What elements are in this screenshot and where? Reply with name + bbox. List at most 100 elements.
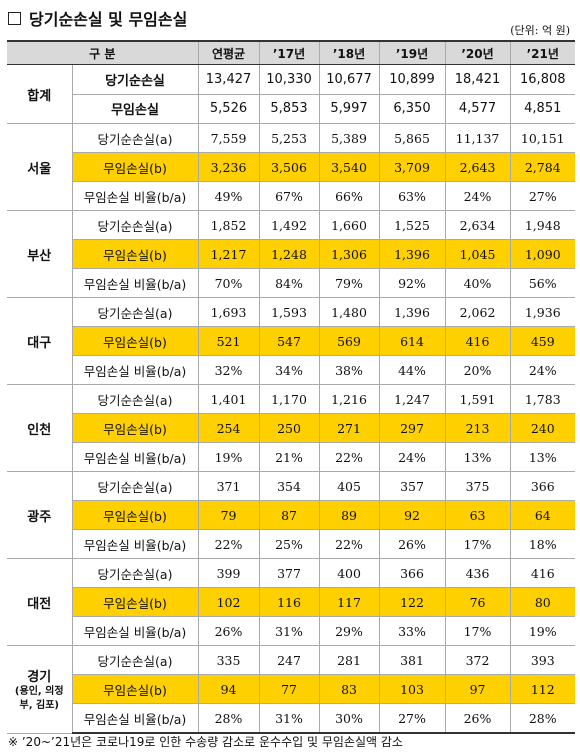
value-cell: 5,865 (378, 123, 446, 153)
value-cell: 17% (444, 529, 511, 559)
value-cell: 84% (258, 268, 320, 298)
row-label: 무임손실 (71, 93, 199, 124)
value-cell: 33% (378, 616, 446, 646)
value-cell: 6,350 (378, 93, 446, 124)
table-row: 무임손실 5,526 5,853 5,997 6,350 4,577 4,851 (7, 93, 576, 124)
value-cell: 1,248 (258, 239, 320, 269)
value-cell: 11,137 (444, 123, 511, 153)
value-cell: 2,634 (444, 210, 511, 240)
value-cell: 521 (197, 326, 260, 356)
value-cell: 459 (509, 326, 576, 356)
value-cell: 13% (509, 442, 576, 472)
value-cell: 1,525 (378, 210, 446, 240)
header-row: 구 분 연평균 ’17년 ’18년 ’19년 ’20년 ’21년 (7, 40, 576, 65)
column-header: ’18년 (318, 40, 380, 65)
value-cell: 271 (318, 413, 380, 443)
value-cell: 1,217 (197, 239, 260, 269)
row-label: 당기순손실(a) (71, 123, 199, 153)
value-cell: 24% (509, 355, 576, 385)
value-cell: 1,593 (258, 297, 320, 327)
table-row: 무임손실(b) 94 77 83 103 97 112 (7, 674, 576, 704)
value-cell: 63 (444, 500, 511, 530)
table-row: 무임손실(b) 254 250 271 297 213 240 (7, 413, 576, 443)
value-cell: 19% (197, 442, 260, 472)
column-header: ’21년 (509, 40, 576, 65)
value-cell: 17% (444, 616, 511, 646)
value-cell: 400 (318, 558, 380, 588)
table-row: 서울 당기순손실(a) 7,559 5,253 5,389 5,865 11,137 10,1… (7, 123, 576, 211)
table-row: 무임손실 비율(b/a) 22% 25% 22% 26% 17% 18% (7, 529, 576, 559)
row-label: 무임손실 비율(b/a) (71, 703, 199, 734)
value-cell: 1,660 (318, 210, 380, 240)
value-cell: 250 (258, 413, 320, 443)
value-cell: 1,492 (258, 210, 320, 240)
value-cell: 1,693 (197, 297, 260, 327)
value-cell: 103 (378, 674, 446, 704)
value-cell: 5,853 (258, 93, 320, 124)
table-row: 대전 당기순손실(a) 399 377 400 366 436 416 (7, 558, 576, 646)
group-cell: 광주 (7, 471, 73, 559)
value-cell: 97 (444, 674, 511, 704)
value-cell: 5,389 (318, 123, 380, 153)
value-cell: 80 (509, 587, 576, 617)
value-cell: 66% (318, 181, 380, 211)
table-row: 무임손실 비율(b/a) 28% 31% 30% 27% 26% 28% (7, 703, 576, 734)
value-cell: 381 (378, 645, 446, 675)
value-cell: 19% (509, 616, 576, 646)
value-cell: 3,540 (318, 152, 380, 182)
value-cell: 77 (258, 674, 320, 704)
group-name: 서울 (27, 161, 52, 177)
footnote: ※ ’20~’21년은 코로나19로 인한 수송량 감소로 운수수입 및 무임손… (8, 735, 403, 749)
value-cell: 3,236 (197, 152, 260, 182)
group-name: 대전 (27, 596, 52, 612)
value-cell: 49% (197, 181, 260, 211)
value-cell: 1,783 (509, 384, 576, 414)
column-header: 연평균 (197, 40, 260, 65)
value-cell: 26% (197, 616, 260, 646)
column-header: ’19년 (378, 40, 446, 65)
value-cell: 377 (258, 558, 320, 588)
value-cell: 569 (318, 326, 380, 356)
title: 당기순손실 및 무임손실 (29, 10, 188, 29)
value-cell: 83 (318, 674, 380, 704)
value-cell: 92% (378, 268, 446, 298)
value-cell: 18,421 (444, 64, 511, 95)
value-cell: 16,808 (509, 64, 576, 95)
value-cell: 335 (197, 645, 260, 675)
row-label: 무임손실(b) (71, 152, 199, 182)
value-cell: 117 (318, 587, 380, 617)
value-cell: 4,851 (509, 93, 576, 124)
table-row: 무임손실(b) 102 116 117 122 76 80 (7, 587, 576, 617)
value-cell: 94 (197, 674, 260, 704)
row-label: 무임손실(b) (71, 500, 199, 530)
row-label: 당기순손실(a) (71, 297, 199, 327)
value-cell: 393 (509, 645, 576, 675)
group-name: 광주 (27, 509, 52, 525)
value-cell: 31% (258, 616, 320, 646)
value-cell: 1,591 (444, 384, 511, 414)
row-label: 무임손실(b) (71, 674, 199, 704)
value-cell: 2,643 (444, 152, 511, 182)
value-cell: 87 (258, 500, 320, 530)
group-note: (용인, 의정부, 김포) (14, 685, 64, 711)
value-cell: 116 (258, 587, 320, 617)
row-label: 무임손실 비율(b/a) (71, 442, 199, 472)
value-cell: 3,709 (378, 152, 446, 182)
row-label: 무임손실 비율(b/a) (71, 355, 199, 385)
value-cell: 92 (378, 500, 446, 530)
value-cell: 213 (444, 413, 511, 443)
value-cell: 10,330 (258, 64, 320, 95)
row-label: 무임손실 비율(b/a) (71, 268, 199, 298)
value-cell: 7,559 (197, 123, 260, 153)
row-label: 무임손실 비율(b/a) (71, 529, 199, 559)
value-cell: 5,526 (197, 93, 260, 124)
value-cell: 28% (197, 703, 260, 734)
value-cell: 13% (444, 442, 511, 472)
row-label: 당기순손실 (71, 64, 199, 95)
value-cell: 26% (444, 703, 511, 734)
table-row: 무임손실 비율(b/a) 70% 84% 79% 92% 40% 56% (7, 268, 576, 298)
table-row: 무임손실 비율(b/a) 49% 67% 66% 63% 24% 27% (7, 181, 576, 211)
value-cell: 22% (197, 529, 260, 559)
row-label: 당기순손실(a) (71, 210, 199, 240)
group-cell: 서울 (7, 123, 73, 211)
